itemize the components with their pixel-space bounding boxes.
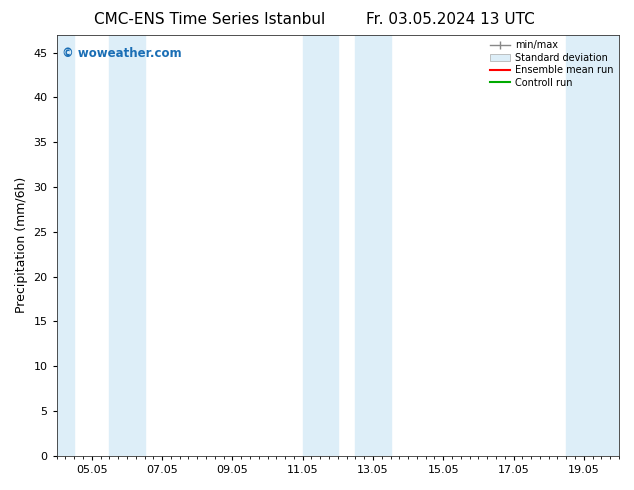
Legend: min/max, Standard deviation, Ensemble mean run, Controll run: min/max, Standard deviation, Ensemble me… [488, 38, 616, 91]
Bar [566, 35, 619, 456]
Text: © woweather.com: © woweather.com [62, 47, 182, 60]
Bar [110, 35, 145, 456]
Bar [356, 35, 391, 456]
Text: Fr. 03.05.2024 13 UTC: Fr. 03.05.2024 13 UTC [366, 12, 534, 27]
Bar [302, 35, 338, 456]
Bar [56, 35, 74, 456]
Text: CMC-ENS Time Series Istanbul: CMC-ENS Time Series Istanbul [94, 12, 325, 27]
Y-axis label: Precipitation (mm/6h): Precipitation (mm/6h) [15, 177, 28, 314]
